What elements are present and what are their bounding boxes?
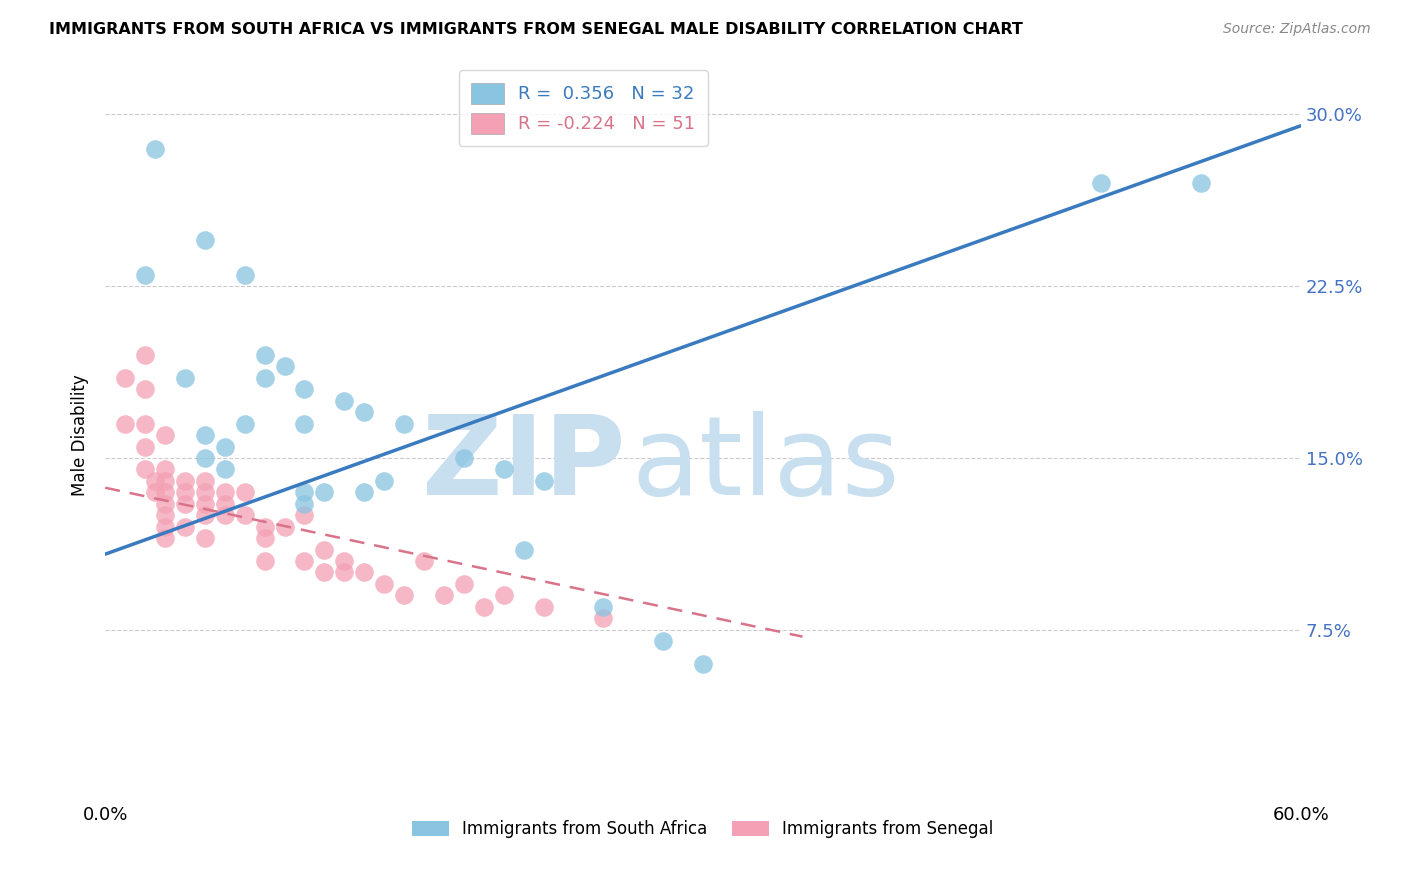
Point [333,566,356,580]
Point [294,382,316,396]
Point [592,599,614,614]
Point [294,497,316,511]
Point [134,382,156,396]
Point [194,508,217,523]
Text: Source: ZipAtlas.com: Source: ZipAtlas.com [1223,22,1371,37]
Point [592,611,614,625]
Point [333,554,356,568]
Point [253,554,276,568]
Point [194,485,217,500]
Point [314,542,336,557]
Point [194,233,217,247]
Point [214,497,236,511]
Point [373,577,395,591]
Point [114,371,136,385]
Point [253,348,276,362]
Point [433,588,456,602]
Point [233,508,256,523]
Point [143,474,166,488]
Point [1189,176,1212,190]
Point [194,474,217,488]
Point [134,462,156,476]
Point [1090,176,1112,190]
Point [294,485,316,500]
Point [153,462,176,476]
Point [492,588,515,602]
Point [114,417,136,431]
Point [233,485,256,500]
Point [512,542,534,557]
Point [134,348,156,362]
Point [134,440,156,454]
Point [253,519,276,533]
Point [153,531,176,545]
Point [134,268,156,282]
Point [214,462,236,476]
Point [333,393,356,408]
Text: IMMIGRANTS FROM SOUTH AFRICA VS IMMIGRANTS FROM SENEGAL MALE DISABILITY CORRELAT: IMMIGRANTS FROM SOUTH AFRICA VS IMMIGRAN… [49,22,1024,37]
Point [453,450,475,465]
Point [533,474,555,488]
Point [314,485,336,500]
Point [143,485,166,500]
Point [214,440,236,454]
Point [174,474,197,488]
Point [153,428,176,442]
Point [153,519,176,533]
Legend: Immigrants from South Africa, Immigrants from Senegal: Immigrants from South Africa, Immigrants… [405,814,1000,845]
Point [153,497,176,511]
Point [174,497,197,511]
Point [314,566,336,580]
Point [233,417,256,431]
Point [174,485,197,500]
Point [194,497,217,511]
Point [174,371,197,385]
Point [692,657,714,672]
Point [153,474,176,488]
Point [153,508,176,523]
Point [294,417,316,431]
Point [194,450,217,465]
Point [273,359,295,374]
Point [392,588,415,602]
Point [233,268,256,282]
Point [472,599,495,614]
Point [214,485,236,500]
Text: ZIP: ZIP [422,411,626,518]
Point [194,428,217,442]
Point [453,577,475,591]
Text: atlas: atlas [631,411,900,518]
Point [253,531,276,545]
Point [392,417,415,431]
Point [194,531,217,545]
Point [214,508,236,523]
Point [143,142,166,156]
Point [134,417,156,431]
Point [533,599,555,614]
Y-axis label: Male Disability: Male Disability [72,374,89,496]
Point [294,554,316,568]
Point [492,462,515,476]
Point [273,519,295,533]
Point [353,485,375,500]
Point [353,566,375,580]
Point [373,474,395,488]
Point [652,634,675,648]
Point [174,519,197,533]
Point [294,508,316,523]
Point [413,554,436,568]
Point [253,371,276,385]
Point [153,485,176,500]
Point [353,405,375,419]
